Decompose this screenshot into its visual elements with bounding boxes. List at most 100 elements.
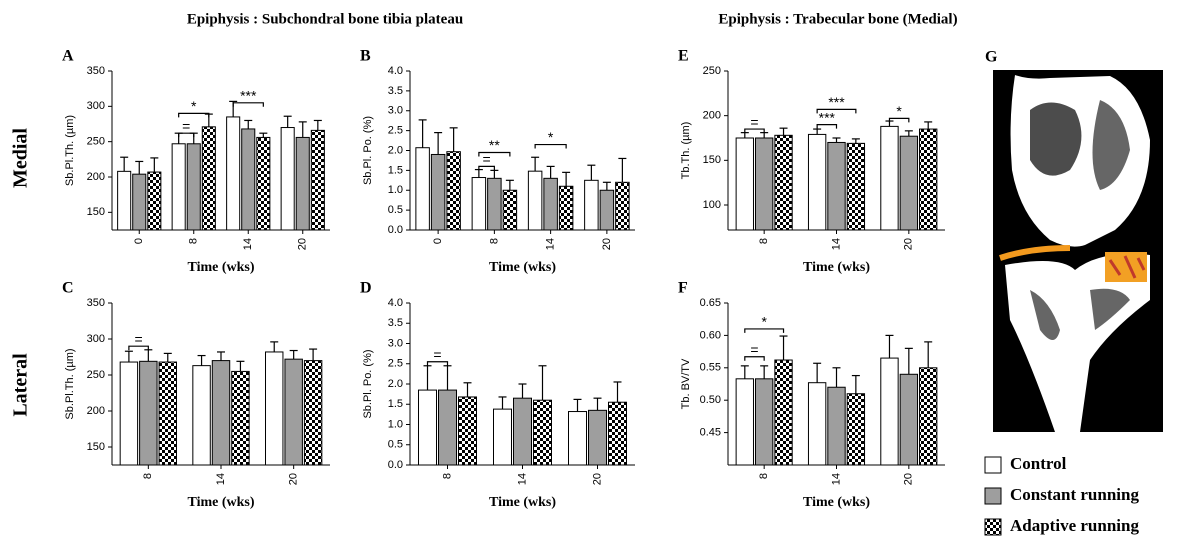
row-label: Medial <box>10 128 32 188</box>
bar <box>589 410 607 465</box>
bar <box>900 374 917 465</box>
x-tick-label: 8 <box>441 473 453 479</box>
significance-label: *** <box>240 88 257 104</box>
bar <box>416 148 430 230</box>
x-tick-label: 8 <box>188 238 200 244</box>
significance-label: *** <box>819 109 836 125</box>
y-axis-label: Sb.Pl. Po. (%) <box>362 116 374 185</box>
significance-label: = <box>135 331 143 347</box>
legend-label: Control <box>1010 454 1067 473</box>
bar <box>304 361 321 465</box>
y-tick-label: 100 <box>703 199 721 211</box>
row-label: Lateral <box>10 353 32 417</box>
panel-label: E <box>678 48 689 65</box>
bar <box>232 371 249 465</box>
y-tick-label: 150 <box>87 206 105 218</box>
x-axis-label: Time (wks) <box>489 260 556 275</box>
x-axis-label: Time (wks) <box>803 495 870 510</box>
y-tick-label: 350 <box>87 297 105 309</box>
bar <box>494 409 512 465</box>
y-tick-label: 250 <box>703 65 721 77</box>
header: Epiphysis : Subchondral bone tibia plate… <box>187 11 463 27</box>
bar <box>257 137 270 230</box>
panel-label: B <box>360 48 371 65</box>
y-tick-label: 0.5 <box>388 439 403 451</box>
x-tick-label: 20 <box>288 473 300 485</box>
y-tick-label: 200 <box>703 110 721 122</box>
significance-label: = <box>483 151 491 167</box>
significance-label: = <box>750 114 758 130</box>
bar <box>534 400 552 465</box>
bar <box>431 154 445 230</box>
panel-label: G <box>985 49 998 66</box>
y-tick-label: 4.0 <box>388 65 403 77</box>
x-axis-label: Time (wks) <box>803 260 870 275</box>
bar <box>828 142 845 230</box>
bar <box>616 182 630 230</box>
y-tick-label: 4.0 <box>388 297 403 309</box>
bar <box>118 171 131 230</box>
bar <box>881 358 898 465</box>
y-tick-label: 0.65 <box>700 297 721 309</box>
y-axis-label: Tb.Th. (µm) <box>680 122 692 180</box>
bar <box>419 390 437 465</box>
y-tick-label: 2.5 <box>388 125 403 137</box>
bar <box>439 390 457 465</box>
bar <box>281 128 294 230</box>
y-tick-label: 350 <box>87 65 105 77</box>
bar <box>242 129 255 230</box>
x-tick-label: 14 <box>545 238 557 250</box>
x-tick-label: 8 <box>758 238 770 244</box>
bar <box>920 129 937 230</box>
bar <box>881 126 898 230</box>
bar <box>140 361 157 465</box>
y-axis-label: Sb.Pl. Po. (%) <box>362 349 374 418</box>
bar <box>514 398 532 465</box>
bar <box>266 352 283 465</box>
y-tick-label: 0.0 <box>388 224 403 236</box>
significance-label: ** <box>489 137 500 153</box>
y-tick-label: 1.0 <box>388 418 403 430</box>
panel-label: A <box>62 48 74 65</box>
bar <box>528 171 542 230</box>
bar <box>920 368 937 465</box>
y-tick-label: 200 <box>87 171 105 183</box>
x-tick-label: 14 <box>830 473 842 485</box>
header: Epiphysis : Trabecular bone (Medial) <box>718 11 957 27</box>
y-axis-label: Tb. BV/TV <box>680 358 692 409</box>
y-tick-label: 0.50 <box>700 394 721 406</box>
y-tick-label: 3.0 <box>388 337 403 349</box>
y-tick-label: 1.0 <box>388 184 403 196</box>
significance-label: *** <box>828 94 845 110</box>
legend-label: Constant running <box>1010 485 1139 504</box>
bar <box>808 134 825 230</box>
bar <box>600 190 614 230</box>
y-tick-label: 1.5 <box>388 398 403 410</box>
bar <box>755 138 772 230</box>
significance-label: = <box>433 346 441 362</box>
panel-label: C <box>62 280 74 297</box>
legend-swatch <box>985 457 1001 473</box>
significance-label: * <box>191 98 197 114</box>
x-tick-label: 14 <box>516 473 528 485</box>
panel-label: F <box>678 280 688 297</box>
y-tick-label: 150 <box>87 441 105 453</box>
significance-label: * <box>548 129 554 145</box>
bar <box>755 379 772 465</box>
y-tick-label: 250 <box>87 369 105 381</box>
bar <box>808 383 825 465</box>
bar <box>447 152 461 230</box>
bar <box>736 379 753 465</box>
y-tick-label: 2.0 <box>388 378 403 390</box>
bar <box>503 190 517 230</box>
bar <box>285 359 302 465</box>
bar <box>133 174 146 230</box>
bar <box>120 362 137 465</box>
bar <box>900 136 917 230</box>
bar <box>847 143 864 230</box>
bar <box>472 178 486 230</box>
x-tick-label: 20 <box>591 473 603 485</box>
legend-swatch <box>985 519 1001 535</box>
y-tick-label: 3.5 <box>388 317 403 329</box>
x-tick-label: 14 <box>215 473 227 485</box>
